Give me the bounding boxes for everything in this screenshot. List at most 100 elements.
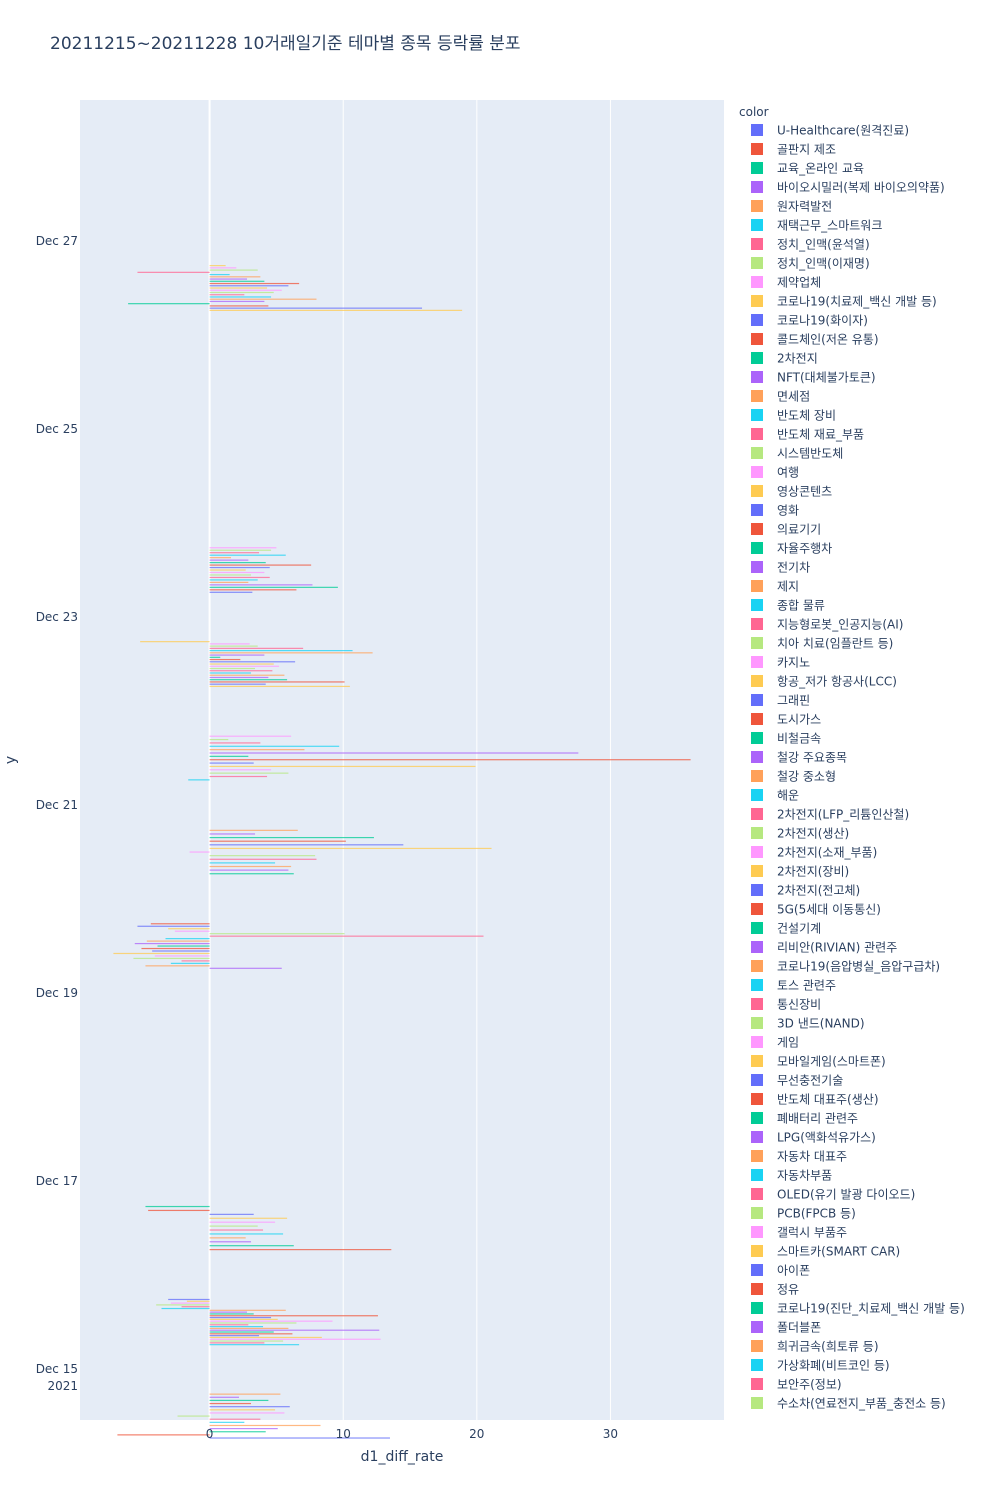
legend-item[interactable]: 2차전지 [751,352,818,366]
legend-item[interactable]: NFT(대체불가토큰) [751,371,876,385]
bar [161,1307,210,1310]
bar [209,564,312,566]
legend-label: 원자력발전 [777,200,832,214]
bar [209,755,249,757]
bar [209,569,246,571]
legend-swatch [751,979,763,991]
legend-item[interactable]: 2차전지(LFP_리튬인산철) [751,808,909,822]
legend-label: 희귀금속(희토류 등) [777,1340,879,1354]
bar [209,738,229,741]
legend-item[interactable]: 바이오시밀러(복제 바이오의약품) [751,180,945,195]
legend-item[interactable]: 종합 물류 [751,599,825,613]
legend-item[interactable]: 갤럭시 부품주 [751,1226,847,1240]
legend-item[interactable]: 반도체 재료_부품 [751,428,864,442]
legend-item[interactable]: 카지노 [751,656,810,670]
legend-swatch [751,200,763,212]
legend-item[interactable]: 골판지 제조 [751,143,836,157]
legend-label: NFT(대체불가토큰) [777,371,876,385]
legend-item[interactable]: 코로나19(치료제_백신 개발 등) [751,295,937,309]
legend-item[interactable]: 치아 치료(임플란트 등) [751,637,893,651]
legend-item[interactable]: 통신장비 [751,998,821,1012]
legend-swatch [751,580,763,592]
bar [209,1311,248,1313]
legend-item[interactable]: 의료기기 [751,523,821,537]
legend-item[interactable]: 그래핀 [751,694,810,708]
legend-item[interactable]: 희귀금속(희토류 등) [751,1340,879,1354]
legend-item[interactable]: 정치_인맥(이재명) [751,257,870,271]
legend-item[interactable]: 가상화폐(비트코인 등) [751,1359,890,1373]
legend-item[interactable]: 영화 [751,504,799,518]
legend-item[interactable]: PCB(FPCB 등) [751,1207,856,1221]
legend-item[interactable]: 아이폰 [751,1264,810,1278]
bar [209,679,288,681]
legend-item[interactable]: 도시가스 [751,713,821,727]
legend-item[interactable]: 코로나19(진단_치료제_백신 개발 등) [751,1302,965,1316]
legend-item[interactable]: 폴더블폰 [751,1321,821,1335]
legend-item[interactable]: 코로나19(화이자) [751,314,868,328]
legend-item[interactable]: 무선충전기술 [751,1074,843,1088]
legend-item[interactable]: 영상콘텐츠 [751,485,832,499]
legend-item[interactable]: 게임 [751,1036,799,1050]
legend-label: 2차전지 [777,352,818,366]
legend-label: 코로나19(진단_치료제_백신 개발 등) [777,1302,965,1316]
legend-item[interactable]: 모바일게임(스마트폰) [751,1055,886,1069]
legend-item[interactable]: 5G(5세대 이동통신) [751,903,881,917]
legend-item[interactable]: LPG(액화석유가스) [751,1131,876,1145]
legend-item[interactable]: 건설기계 [751,922,821,936]
legend-item[interactable]: 수소차(연료전지_부품_충전소 등) [751,1397,946,1411]
legend-swatch [751,941,763,953]
legend-item[interactable]: 면세점 [751,390,810,404]
legend-item[interactable]: 3D 낸드(NAND) [751,1017,865,1031]
legend-item[interactable]: 전기차 [751,561,810,575]
legend-item[interactable]: 여행 [751,465,799,480]
bar [209,269,258,271]
legend-item[interactable]: 콜드체인(저온 유통) [751,333,879,347]
legend-item[interactable]: 제약업체 [751,275,821,290]
legend-item[interactable]: 폐배터리 관련주 [751,1112,858,1126]
legend-item[interactable]: 스마트카(SMART CAR) [751,1245,900,1259]
legend-item[interactable]: 지능형로봇_인공지능(AI) [751,618,903,632]
legend-item[interactable]: 정치_인맥(윤석열) [751,238,870,252]
legend-item[interactable]: 반도체 대표주(생산) [751,1093,879,1107]
legend-item[interactable]: 교육_온라인 교육 [751,162,864,176]
legend-label: 제약업체 [777,275,821,290]
legend-item[interactable]: 비철금속 [751,732,821,746]
legend-item[interactable]: 정유 [751,1283,799,1297]
bar [209,772,289,774]
legend-swatch [751,1131,763,1143]
legend-item[interactable]: 자동차 대표주 [751,1150,847,1164]
y-tick-label: Dec 27 [36,234,78,248]
legend-label: 바이오시밀러(복제 바이오의약품) [777,180,945,195]
legend-item[interactable]: 제지 [751,580,799,594]
legend-item[interactable]: 2차전지(전고체) [751,884,860,898]
legend-item[interactable]: 재택근무_스마트워크 [751,219,882,233]
legend-label: 교육_온라인 교육 [777,162,864,176]
legend-swatch [751,143,763,155]
legend-item[interactable]: 항공_저가 항공사(LCC) [751,675,897,689]
legend-item[interactable]: 반도체 장비 [751,409,836,423]
legend-label: 2차전지(생산) [777,827,849,841]
legend-item[interactable]: 철강 주요종목 [751,751,847,765]
legend-item[interactable]: 보안주(정보) [751,1378,842,1392]
legend-item[interactable]: 원자력발전 [751,200,832,214]
bar [209,584,313,586]
legend-swatch [751,846,763,858]
legend-swatch [751,903,763,915]
bar [209,1393,281,1395]
legend-item[interactable]: 자동차부품 [751,1169,832,1183]
legend-item[interactable]: 2차전지(생산) [751,827,849,841]
legend-item[interactable]: 2차전지(장비) [751,865,849,879]
legend-item[interactable]: 철강 중소형 [751,770,836,784]
legend-item[interactable]: 토스 관련주 [751,979,836,993]
legend-item[interactable]: 리비안(RIVIAN) 관련주 [751,941,897,955]
legend-item[interactable]: 2차전지(소재_부품) [751,846,877,860]
legend-item[interactable]: 해운 [751,789,799,803]
legend-item[interactable]: 코로나19(음압병실_음압구급차) [751,960,940,974]
legend-item[interactable]: U-Healthcare(원격진료) [751,124,909,138]
legend-item[interactable]: OLED(유기 발광 다이오드) [751,1188,915,1202]
legend-item[interactable]: 시스템반도체 [751,447,843,461]
legend-item[interactable]: 자율주행차 [751,541,832,556]
bar [209,1309,286,1311]
